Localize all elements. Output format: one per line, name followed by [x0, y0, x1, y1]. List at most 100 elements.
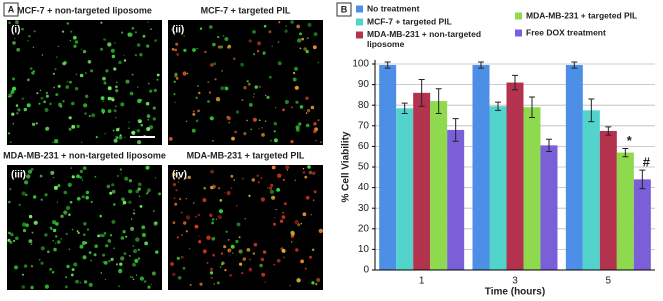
cell-dot: [296, 24, 301, 29]
cell-dot: [187, 175, 191, 179]
bar: [472, 65, 490, 270]
bar: [396, 108, 414, 270]
cell-dot: [112, 221, 114, 224]
cell-dot: [294, 85, 299, 90]
cell-dot: [199, 27, 203, 30]
cell-dot: [138, 195, 141, 198]
cell-dot: [238, 236, 241, 239]
cell-dot: [215, 218, 217, 220]
cell-dot: [30, 265, 34, 268]
cell-dot: [247, 82, 251, 86]
cell-dot: [260, 257, 265, 262]
cell-dot: [95, 136, 98, 139]
cell-dot: [123, 54, 125, 56]
legend-swatch: [356, 18, 363, 26]
cell-dot: [39, 259, 41, 261]
cell-dot: [44, 108, 49, 112]
cell-dot: [312, 45, 317, 50]
cell-dot: [52, 228, 57, 233]
cell-dot: [315, 139, 317, 142]
cell-dot: [209, 116, 214, 121]
cell-dot: [185, 215, 191, 220]
cell-dot: [119, 134, 122, 137]
cell-dot: [228, 249, 232, 252]
cell-dot: [268, 75, 272, 79]
cell-dot: [227, 239, 230, 241]
cell-dot: [115, 89, 119, 93]
cell-dot: [63, 190, 68, 195]
cell-dot: [8, 200, 11, 204]
cell-dot: [235, 110, 240, 114]
cell-dot: [73, 262, 78, 267]
cell-dot: [173, 31, 176, 33]
cell-dot: [231, 136, 235, 141]
cell-dot: [172, 221, 176, 225]
cell-dot: [232, 57, 236, 60]
cell-dot: [306, 37, 309, 40]
cell-dot: [317, 61, 320, 64]
image-label: (ii): [172, 25, 184, 36]
cell-dot: [80, 48, 83, 51]
cell-dot: [155, 250, 159, 254]
cell-dot: [269, 186, 273, 190]
cell-dot: [130, 218, 133, 220]
cell-dot: [137, 187, 141, 191]
cell-dot: [23, 264, 28, 268]
cell-dot: [294, 179, 297, 182]
image-label: (i): [11, 25, 20, 36]
cell-dot: [87, 60, 92, 64]
cell-dot: [211, 236, 216, 241]
cell-dot: [305, 50, 309, 54]
cell-dot: [175, 189, 178, 192]
cell-dot: [102, 100, 104, 103]
cell-dot: [118, 285, 120, 288]
cell-dot: [311, 248, 315, 252]
bar: [447, 129, 465, 270]
cell-dot: [229, 274, 233, 277]
cell-dot: [128, 179, 132, 183]
y-tick-label: 90: [358, 79, 370, 90]
cell-dot: [312, 171, 316, 175]
cell-dot: [210, 169, 215, 174]
cell-dot: [139, 53, 143, 57]
cell-dot: [8, 93, 13, 98]
image-caption: MDA-MB-231 + non-targeted liposome: [3, 150, 166, 160]
cell-dot: [31, 122, 36, 127]
panel-label: A: [8, 4, 15, 14]
cell-dot: [131, 27, 135, 30]
cell-dot: [88, 115, 91, 117]
cell-dot: [57, 240, 61, 244]
cell-dot: [105, 244, 109, 248]
cell-dot: [253, 53, 256, 56]
cell-dot: [284, 29, 288, 33]
bar: [582, 110, 600, 270]
cell-dot: [246, 119, 249, 122]
cell-dot: [226, 191, 231, 196]
panel-a: A MCF-7 + non-targeted liposome (i) MCF-7 …: [3, 2, 323, 290]
cell-dot: [177, 177, 181, 180]
cell-dot: [279, 219, 284, 223]
cell-dot: [10, 90, 15, 94]
cell-dot: [115, 136, 119, 140]
cell-dot: [66, 81, 69, 83]
cell-dot: [261, 133, 265, 137]
cell-dot: [218, 187, 221, 190]
cell-dot: [70, 167, 73, 169]
error-bar: [418, 78, 425, 107]
cell-dot: [20, 171, 23, 174]
cell-dot: [258, 85, 262, 89]
cell-dot: [136, 274, 138, 276]
cell-dot: [258, 119, 261, 122]
cell-dot: [271, 45, 273, 47]
cell-dot: [57, 45, 60, 48]
cell-dot: [290, 140, 294, 144]
cell-dot: [125, 79, 130, 84]
cell-dot: [223, 245, 227, 249]
cell-dot: [15, 104, 19, 107]
cell-dot: [13, 265, 19, 270]
cell-dot: [67, 182, 72, 187]
cell-dot: [134, 54, 137, 57]
cell-dot: [111, 98, 115, 102]
cell-dot: [307, 165, 311, 169]
cell-dot: [45, 91, 49, 95]
